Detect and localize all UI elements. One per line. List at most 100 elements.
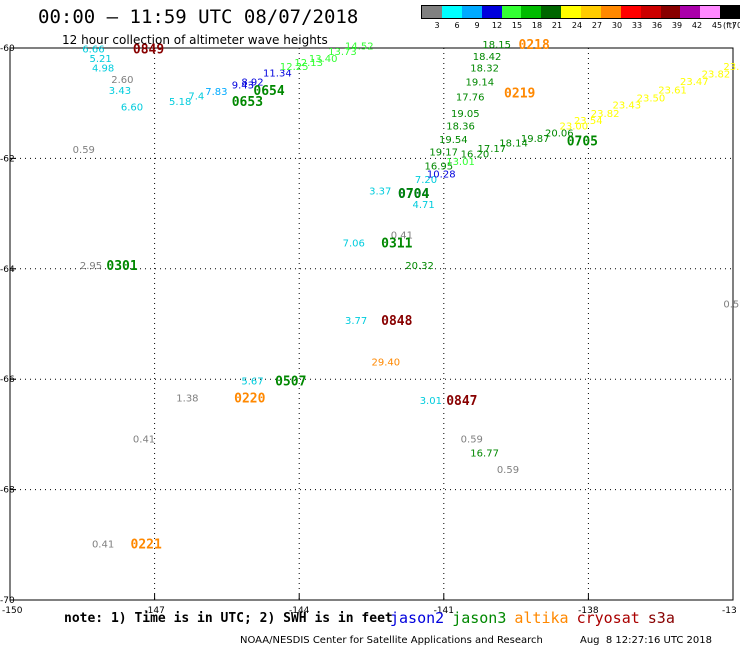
x-tick-label: -147 (144, 606, 164, 616)
wave-height-value: 14.52 (345, 42, 374, 53)
wave-height-value: 23.50 (637, 94, 666, 105)
colorbar-label: 18 (531, 21, 543, 30)
colorbar-swatch (561, 6, 581, 18)
time-label: 0311 (381, 237, 412, 252)
wave-height-value: 0.41 (391, 230, 413, 241)
wave-height-value: 23.54 (574, 116, 603, 127)
colorbar-swatch (700, 6, 721, 18)
colorbar-label: 9 (474, 21, 480, 30)
wave-height-value: 20.06 (545, 128, 574, 139)
wave-height-value: 2.60 (111, 75, 133, 86)
time-label: 0848 (381, 314, 412, 329)
y-tick-label: -64 (0, 265, 15, 275)
wave-height-value: 5.67 (241, 377, 263, 388)
wave-height-value: 13.40 (309, 54, 338, 65)
wave-height-value: 7.4 (188, 91, 204, 102)
colorbar-label: 42 (691, 21, 703, 30)
wave-height-value: 4.98 (92, 64, 114, 75)
wave-height-value: 5.18 (169, 97, 191, 108)
colorbar-swatch (660, 6, 681, 18)
wave-height-value: 0.59 (461, 435, 483, 446)
wave-height-value: 19.87 (521, 134, 550, 145)
wave-height-value: 23.43 (613, 101, 642, 112)
wave-height-value: 0.41 (92, 540, 114, 551)
wave-height-value: 23.61 (658, 85, 687, 96)
time-label: 0704 (398, 187, 429, 202)
colorbar-label: 36 (651, 21, 663, 30)
wave-height-value: 18.14 (499, 138, 528, 149)
x-tick-label: -138 (578, 606, 599, 616)
wave-height-value: 23.97 (723, 62, 740, 73)
wave-height-value: 23.82 (591, 109, 620, 120)
wave-height-value: 13.01 (446, 157, 475, 168)
satellite-legend: jason2 jason3 altika cryosat s3a (390, 608, 683, 627)
y-tick-label: -66 (0, 375, 15, 385)
wave-height-value: 10.28 (427, 170, 456, 181)
wave-height-value: 6.60 (121, 102, 143, 113)
wave-height-value: 4.71 (412, 200, 434, 211)
colorbar-label: 12 (491, 21, 503, 30)
colorbar-swatch (720, 6, 740, 18)
wave-height-value: 6.66 (82, 44, 104, 55)
colorbar-swatch (481, 6, 502, 18)
wave-height-value: 8.92 (241, 78, 263, 89)
colorbar-swatch (441, 6, 462, 18)
time-label: 0218 (519, 38, 550, 53)
wave-height-value: 18.42 (473, 52, 502, 63)
wave-height-value: 0.41 (133, 435, 155, 446)
wave-height-value: 23.47 (680, 77, 709, 88)
wave-height-value: 3.43 (109, 86, 131, 97)
y-tick-label: -60 (0, 44, 15, 54)
wave-height-value: 5.21 (90, 54, 112, 65)
colorbar-swatch (521, 6, 542, 18)
colorbar: 3 6 9 12 15 18 21 24 27 30 33 36 39 42 45 70 (ft) (421, 5, 740, 35)
wave-height-value: 12.25 (280, 62, 309, 73)
wave-height-value: 13.73 (328, 47, 357, 58)
wave-height-value: 16.77 (470, 448, 499, 459)
colorbar-swatch (581, 6, 601, 18)
wave-height-value: 18.36 (446, 122, 475, 133)
wave-height-value: 20.32 (405, 261, 434, 272)
footer-timestamp: Aug 8 12:27:16 UTC 2018 (580, 635, 712, 646)
colorbar-labels: 3 6 9 12 15 18 21 24 27 30 33 36 39 42 45 70 (ft) (421, 21, 740, 33)
wave-height-value: 18.15 (482, 40, 511, 51)
colorbar-swatch (541, 6, 562, 18)
wave-height-value: 23.00 (559, 122, 588, 133)
y-tick-label: -62 (0, 154, 15, 164)
wave-height-value: 17.76 (456, 92, 485, 103)
wave-height-value: 1.38 (176, 393, 198, 404)
plot-frame (9, 47, 734, 601)
page-title: 00:00 – 11:59 UTC 08/07/2018 (38, 6, 359, 28)
wave-height-value: 16.20 (461, 149, 490, 160)
time-label: 0301 (106, 259, 137, 274)
x-corner-label: -13 (722, 606, 737, 616)
footer-note: note: 1) Time is in UTC; 2) SWH is in fe… (64, 611, 393, 626)
colorbar-swatch (501, 6, 522, 18)
y-tick-label: -70 (0, 596, 15, 606)
colorbar-label: 39 (671, 21, 683, 30)
legend-s3a: s3a (647, 609, 675, 627)
wave-height-value: 9.43 (232, 80, 254, 91)
wave-height-value: 3.37 (369, 186, 391, 197)
wave-height-value: 11.34 (263, 69, 292, 80)
x-tick-label: -141 (434, 606, 454, 616)
wave-height-value: 0.59 (73, 145, 95, 156)
colorbar-swatch (640, 6, 661, 18)
wave-height-value: 19.17 (429, 148, 458, 159)
wave-height-value: 0.59 (497, 465, 519, 476)
time-label: 0220 (234, 391, 265, 406)
colorbar-label: 30 (611, 21, 623, 30)
time-label: 0704 (398, 187, 429, 202)
legend-jason2: jason2 (390, 609, 445, 627)
wave-height-value: 16.95 (425, 161, 454, 172)
time-label: 0654 (253, 84, 284, 99)
wave-height-value: 23.82 (702, 69, 731, 80)
wave-height-value: 3.01 (420, 396, 442, 407)
colorbar-swatch (422, 6, 442, 18)
wave-height-value: 7.06 (343, 239, 365, 250)
colorbar-unit: (ft) (723, 21, 736, 30)
wave-height-value: 7.20 (415, 175, 437, 186)
colorbar-swatch (680, 6, 701, 18)
